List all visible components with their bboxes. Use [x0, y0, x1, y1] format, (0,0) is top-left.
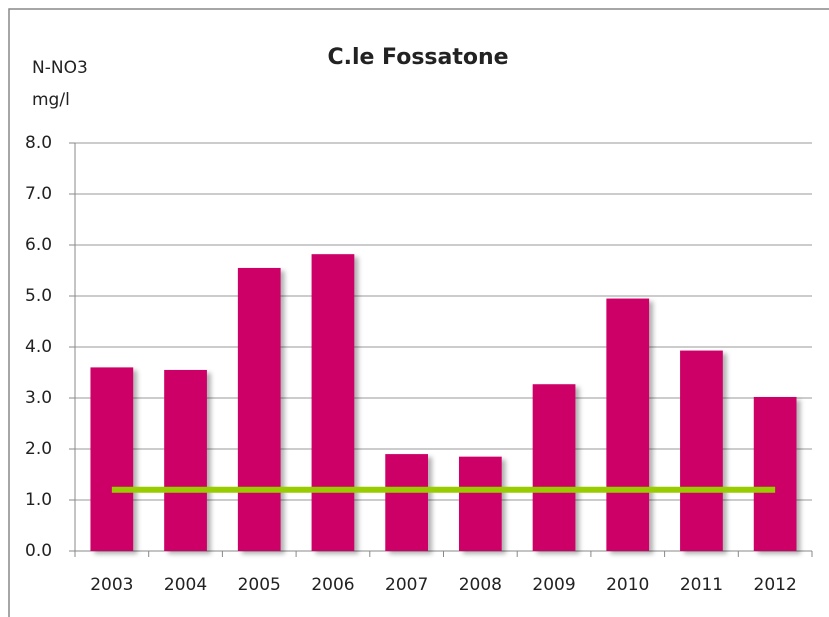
y-tick-label: 3.0 — [25, 388, 52, 408]
x-tick-label: 2007 — [385, 575, 428, 595]
y-tick-label: 2.0 — [25, 439, 52, 459]
bar — [311, 254, 355, 551]
y-tick-label: 7.0 — [25, 184, 52, 204]
x-tick-label: 2010 — [606, 575, 649, 595]
y-tick-label: 0.0 — [25, 541, 52, 561]
x-tick-label: 2008 — [459, 575, 502, 595]
bar — [753, 396, 797, 551]
bar — [164, 369, 207, 551]
bar — [90, 367, 134, 551]
y-tick-label: 8.0 — [25, 133, 52, 153]
bar — [237, 267, 281, 551]
x-tick-label: 2012 — [754, 575, 797, 595]
bar — [458, 456, 502, 551]
y-tick-label: 6.0 — [25, 235, 52, 255]
x-tick-label: 2005 — [238, 575, 281, 595]
bar — [385, 454, 429, 551]
x-tick-label: 2009 — [532, 575, 575, 595]
chart-title: C.le Fossatone — [327, 45, 508, 70]
y-tick-label: 1.0 — [25, 490, 52, 510]
y-axis-label: mg/l — [32, 90, 70, 110]
bar — [532, 384, 576, 551]
bar — [680, 350, 723, 551]
x-tick-label: 2004 — [164, 575, 207, 595]
x-tick-label: 2006 — [311, 575, 354, 595]
frame — [8, 8, 829, 617]
y-tick-label: 5.0 — [25, 286, 52, 306]
x-tick-label: 2003 — [90, 575, 133, 595]
y-axis-label: N-NO3 — [32, 58, 88, 78]
bar — [606, 298, 650, 551]
y-tick-label: 4.0 — [25, 337, 52, 357]
x-tick-label: 2011 — [680, 575, 723, 595]
